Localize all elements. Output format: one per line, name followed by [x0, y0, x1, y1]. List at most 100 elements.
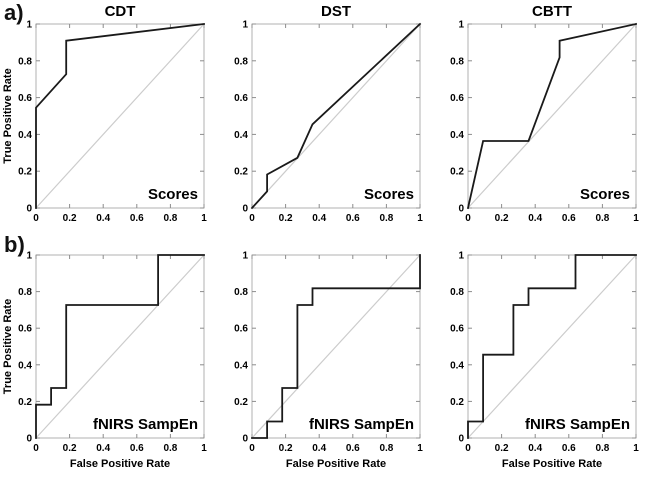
roc-curve	[466, 22, 638, 210]
y-tick-label: 0.4	[18, 360, 32, 371]
x-tick-label: 0.4	[96, 443, 110, 454]
x-tick-label: 0.2	[63, 213, 77, 224]
y-tick-label: 0.6	[18, 324, 32, 335]
x-tick-label: 0.2	[495, 213, 509, 224]
y-tick-label: 0.4	[234, 130, 248, 141]
axes-box	[251, 254, 421, 439]
roc-curve	[35, 22, 206, 209]
y-tick-label: 0	[242, 204, 248, 215]
series-annotation: fNIRS SampEn	[93, 416, 198, 433]
diagonal-reference-line	[251, 23, 421, 209]
y-tick-label: 0.6	[234, 93, 248, 104]
y-tick-label: 0.2	[234, 167, 248, 178]
x-tick-label: 1	[417, 213, 423, 224]
y-tick-label: 0.4	[234, 360, 248, 371]
axes-box	[467, 254, 637, 439]
x-tick-label: 1	[417, 443, 423, 454]
y-tick-label: 0	[458, 204, 464, 215]
axes-box	[251, 23, 421, 209]
series-annotation: Scores	[364, 186, 414, 203]
plot-title: DST	[321, 3, 351, 20]
roc-plot-cdt-scores: CDT 0 0.2 0.4 0.6 0.8 1 0 0.2 0.4 0.6 0.8 1 Scores Tru…	[0, 0, 216, 232]
plot-title: CBTT	[532, 3, 572, 20]
x-tick-label: 0	[249, 443, 255, 454]
y-tick-label: 0.8	[234, 56, 248, 67]
y-tick-label: 1	[458, 251, 464, 262]
x-tick-label: 0.2	[279, 443, 293, 454]
x-tick-label: 0.6	[130, 213, 144, 224]
y-tick-label: 0.2	[18, 397, 32, 408]
x-tick-label: 0.2	[279, 213, 293, 224]
roc-curve	[467, 254, 637, 439]
y-axis-label: True Positive Rate	[2, 68, 14, 163]
x-tick-label: 0.2	[495, 443, 509, 454]
x-tick-label: 0.8	[595, 213, 609, 224]
x-tick-label: 0	[465, 213, 471, 224]
x-axis-label: False Positive Rate	[286, 458, 386, 470]
y-tick-label: 0	[26, 434, 32, 445]
x-tick-label: 0.8	[379, 443, 393, 454]
y-tick-label: 0.8	[234, 287, 248, 298]
x-tick-label: 0.4	[528, 213, 542, 224]
x-tick-label: 0	[249, 213, 255, 224]
y-tick-label: 1	[458, 20, 464, 31]
y-tick-label: 0.4	[450, 130, 464, 141]
roc-plot-cdt-fnirs-sampen: 0 0.2 0.4 0.6 0.8 1 0 0.2 0.4 0.6 0.8 1 fNIRS SampEn…	[0, 248, 216, 488]
diagonal-reference-line	[251, 254, 421, 439]
roc-plot-cbtt-scores: CBTT 0 0.2 0.4 0.6 0.8 1 0 0.2 0.4 0.6 0.8 1 Scores	[432, 0, 648, 232]
x-axis-label: False Positive Rate	[70, 458, 170, 470]
y-tick-label: 1	[242, 251, 248, 262]
x-tick-label: 1	[201, 443, 207, 454]
y-tick-label: 1	[26, 251, 32, 262]
diagonal-reference-line	[467, 254, 637, 439]
x-tick-label: 0.8	[163, 443, 177, 454]
y-tick-label: 0.6	[234, 324, 248, 335]
x-tick-label: 0.2	[63, 443, 77, 454]
y-tick-label: 0.6	[18, 93, 32, 104]
x-tick-label: 0.4	[96, 213, 110, 224]
x-tick-label: 0.8	[163, 213, 177, 224]
y-tick-label: 0.2	[450, 397, 464, 408]
roc-plot-cbtt-fnirs-sampen: 0 0.2 0.4 0.6 0.8 1 0 0.2 0.4 0.6 0.8 1 fNIRS SampEn…	[432, 248, 648, 488]
y-tick-label: 0	[242, 434, 248, 445]
x-tick-label: 0	[33, 213, 39, 224]
y-axis-label: True Positive Rate	[2, 299, 14, 394]
y-tick-label: 0.2	[234, 397, 248, 408]
roc-curve	[251, 254, 421, 439]
y-tick-label: 1	[242, 20, 248, 31]
x-tick-label: 1	[201, 213, 207, 224]
y-tick-label: 0.8	[18, 56, 32, 67]
series-annotation: fNIRS SampEn	[309, 416, 414, 433]
x-tick-label: 0.4	[528, 443, 542, 454]
series-annotation: Scores	[148, 186, 198, 203]
diagonal-reference-line	[467, 23, 637, 209]
y-tick-label: 0.8	[18, 287, 32, 298]
y-tick-label: 0.8	[450, 56, 464, 67]
y-tick-label: 0.4	[450, 360, 464, 371]
x-tick-label: 0.6	[130, 443, 144, 454]
y-tick-label: 0.2	[18, 167, 32, 178]
x-tick-label: 1	[633, 213, 639, 224]
x-tick-label: 0.8	[379, 213, 393, 224]
x-tick-label: 0.4	[312, 213, 326, 224]
x-tick-label: 0.6	[346, 213, 360, 224]
y-tick-label: 0.8	[450, 287, 464, 298]
series-annotation: fNIRS SampEn	[525, 416, 630, 433]
x-tick-label: 0.6	[562, 443, 576, 454]
y-tick-label: 0.2	[450, 167, 464, 178]
x-tick-label: 0.6	[346, 443, 360, 454]
roc-plot-dst-scores: DST 0 0.2 0.4 0.6 0.8 1 0 0.2 0.4 0.6 0.8 1 Scores	[216, 0, 432, 232]
plot-title: CDT	[105, 3, 136, 20]
x-tick-label: 0.4	[312, 443, 326, 454]
y-tick-label: 1	[26, 20, 32, 31]
y-tick-label: 0.6	[450, 93, 464, 104]
series-annotation: Scores	[580, 186, 630, 203]
y-tick-label: 0.4	[18, 130, 32, 141]
